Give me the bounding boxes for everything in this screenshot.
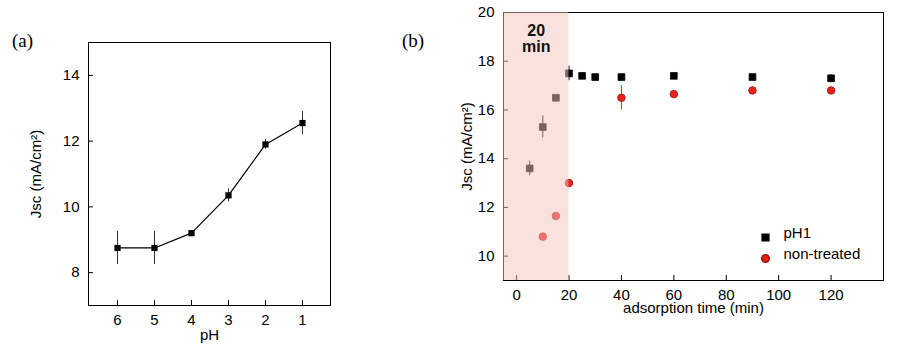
svg-text:adsorption time (min): adsorption time (min) — [623, 299, 764, 316]
svg-text:20min: 20min — [522, 22, 550, 55]
svg-text:16: 16 — [478, 101, 495, 118]
svg-text:non-treated: non-treated — [784, 245, 861, 262]
svg-text:14: 14 — [478, 149, 495, 166]
svg-text:2: 2 — [261, 311, 269, 328]
svg-text:5: 5 — [150, 311, 158, 328]
svg-text:120: 120 — [819, 286, 844, 303]
svg-text:18: 18 — [478, 52, 495, 69]
svg-text:6: 6 — [113, 311, 121, 328]
svg-text:Jsc (mA/cm²): Jsc (mA/cm²) — [458, 102, 475, 190]
html-text:(b): (b) — [402, 30, 425, 51]
svg-text:14: 14 — [63, 66, 80, 83]
svg-text:80: 80 — [717, 286, 735, 304]
svg-text:pH1: pH1 — [784, 224, 812, 241]
svg-text:12: 12 — [478, 198, 495, 215]
svg-text:1: 1 — [298, 311, 306, 328]
svg-text:100: 100 — [766, 286, 791, 303]
svg-text:3: 3 — [224, 311, 232, 328]
svg-text:20: 20 — [561, 286, 578, 303]
svg-text:8: 8 — [71, 263, 79, 280]
svg-text:4: 4 — [187, 311, 195, 328]
svg-text:10: 10 — [478, 247, 495, 264]
svg-text:20: 20 — [478, 3, 495, 20]
svg-text:0: 0 — [512, 286, 520, 303]
svg-text:Jsc (mA/cm²): Jsc (mA/cm²) — [27, 130, 44, 218]
html-text:(a): (a) — [12, 30, 34, 51]
svg-text:12: 12 — [63, 132, 80, 149]
svg-text:10: 10 — [63, 198, 80, 215]
svg-text:40: 40 — [613, 286, 630, 304]
svg-text:pH: pH — [200, 326, 219, 343]
svg-text:60: 60 — [665, 286, 683, 304]
